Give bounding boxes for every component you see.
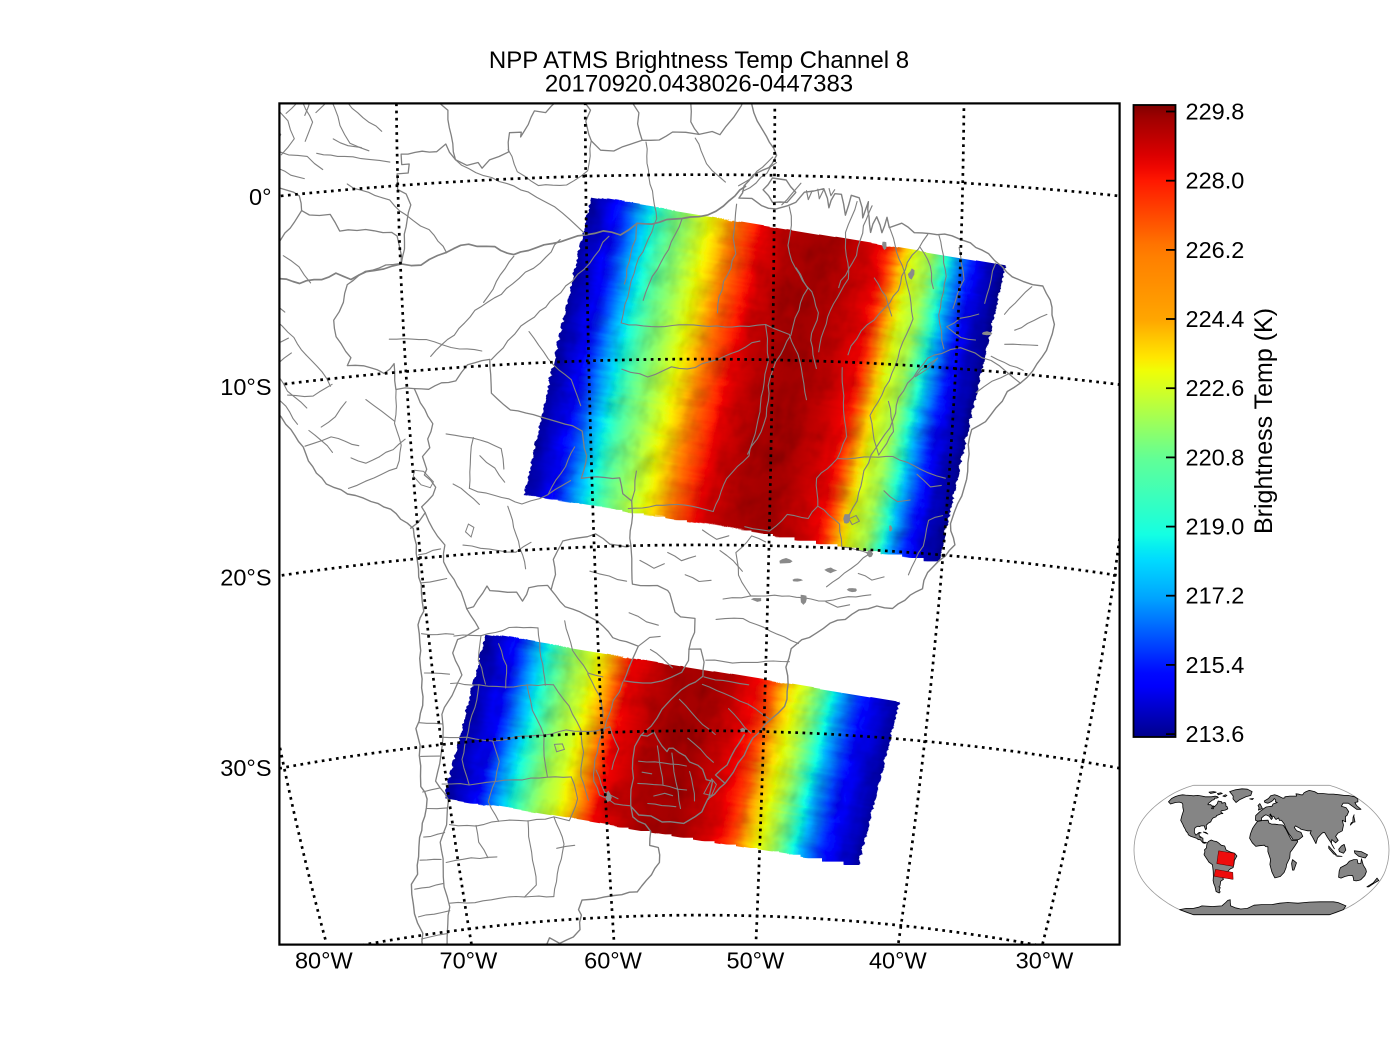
svg-text:219.0: 219.0: [1186, 514, 1245, 540]
svg-text:229.8: 229.8: [1186, 99, 1245, 125]
svg-text:70°W: 70°W: [440, 948, 499, 974]
svg-text:213.6: 213.6: [1186, 721, 1245, 747]
svg-text:215.4: 215.4: [1186, 652, 1245, 678]
svg-text:0°: 0°: [249, 184, 271, 210]
svg-text:226.2: 226.2: [1186, 237, 1245, 263]
svg-text:40°W: 40°W: [869, 948, 928, 974]
svg-text:217.2: 217.2: [1186, 583, 1245, 609]
svg-text:224.4: 224.4: [1186, 306, 1245, 332]
svg-text:20°S: 20°S: [220, 564, 271, 590]
svg-text:220.8: 220.8: [1186, 444, 1245, 470]
svg-text:228.0: 228.0: [1186, 168, 1245, 194]
svg-text:10°S: 10°S: [220, 374, 271, 400]
svg-text:222.6: 222.6: [1186, 375, 1245, 401]
svg-text:NPP ATMS Brightness Temp Chann: NPP ATMS Brightness Temp Channel 8: [489, 47, 909, 74]
svg-text:20170920.0438026-0447383: 20170920.0438026-0447383: [545, 71, 853, 98]
svg-text:60°W: 60°W: [584, 948, 643, 974]
svg-text:80°W: 80°W: [295, 948, 354, 974]
svg-text:Brightness Temp (K): Brightness Temp (K): [1250, 308, 1278, 534]
svg-text:30°S: 30°S: [220, 755, 271, 781]
svg-text:30°W: 30°W: [1016, 948, 1075, 974]
svg-text:50°W: 50°W: [727, 948, 786, 974]
